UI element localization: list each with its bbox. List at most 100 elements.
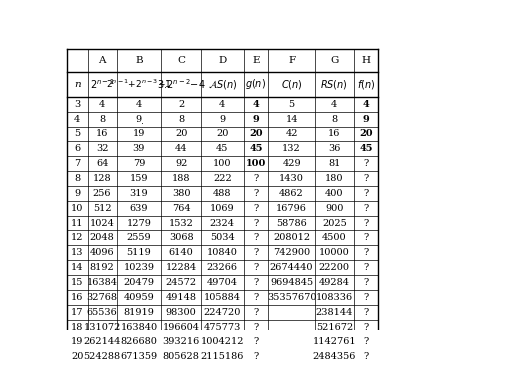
Text: 1532: 1532 [169,219,194,227]
Text: 23266: 23266 [207,263,238,272]
Text: 20: 20 [71,352,83,361]
Text: 45: 45 [359,144,373,153]
Text: 16384: 16384 [86,278,118,287]
Text: 180: 180 [325,174,343,183]
Text: 2: 2 [178,100,184,109]
Text: 1430: 1430 [279,174,304,183]
Text: ?: ? [363,248,368,257]
Text: 2048: 2048 [90,233,114,242]
Text: A: A [98,56,106,65]
Text: 4862: 4862 [279,189,304,198]
Text: 3: 3 [74,100,80,109]
Text: 4500: 4500 [322,233,346,242]
Text: 35357670: 35357670 [267,293,316,302]
Text: 14: 14 [71,263,84,272]
Text: ?: ? [363,204,368,213]
Text: 2674440: 2674440 [270,263,313,272]
Text: 20: 20 [216,129,228,138]
Text: 131072: 131072 [83,322,121,332]
Text: 15: 15 [71,278,83,287]
Text: 20: 20 [359,129,373,138]
Text: 4: 4 [331,100,337,109]
Text: 4: 4 [136,100,142,109]
Text: ?: ? [363,189,368,198]
Text: 380: 380 [172,189,191,198]
Text: 3068: 3068 [169,233,193,242]
Text: 4: 4 [252,100,259,109]
Text: 400: 400 [325,189,343,198]
Text: 9: 9 [219,115,225,124]
Text: 9: 9 [363,115,369,124]
Text: 10: 10 [71,204,83,213]
Text: 521672: 521672 [316,322,353,332]
Text: ?: ? [253,204,259,213]
Text: 4: 4 [219,100,225,109]
Text: 12: 12 [71,233,84,242]
Text: ?: ? [363,233,368,242]
Text: ?: ? [253,308,259,317]
Text: 1024: 1024 [89,219,114,227]
Text: $\mathcal{A}S(n)$: $\mathcal{A}S(n)$ [207,78,237,91]
Text: 45: 45 [216,144,228,153]
Text: 188: 188 [172,174,191,183]
Text: 49148: 49148 [166,293,197,302]
Text: 429: 429 [282,159,301,168]
Text: 742900: 742900 [273,248,310,257]
Text: 16: 16 [328,129,340,138]
Text: 1069: 1069 [210,204,235,213]
Text: 7: 7 [74,159,80,168]
Text: 2484356: 2484356 [313,352,356,361]
Text: 49704: 49704 [207,278,238,287]
Text: 4096: 4096 [90,248,114,257]
Text: 22200: 22200 [319,263,350,272]
Text: 4: 4 [99,100,105,109]
Text: 764: 764 [172,204,191,213]
Text: 45: 45 [249,144,263,153]
Text: 81: 81 [328,159,340,168]
Text: B: B [135,56,143,65]
Text: 128: 128 [93,174,111,183]
Text: C: C [177,56,185,65]
Text: 319: 319 [130,189,148,198]
Text: 9694845: 9694845 [270,278,313,287]
Text: 6140: 6140 [169,248,194,257]
Text: 8: 8 [99,115,105,124]
Text: 92: 92 [175,159,188,168]
Text: 512: 512 [93,204,111,213]
Text: 100: 100 [213,159,231,168]
Text: ?: ? [253,352,259,361]
Text: 14: 14 [285,115,298,124]
Text: 524288: 524288 [83,352,121,361]
Text: 12284: 12284 [166,263,197,272]
Text: 475773: 475773 [203,322,241,332]
Text: ?: ? [253,233,259,242]
Text: 805628: 805628 [162,352,199,361]
Text: 5119: 5119 [127,248,151,257]
Text: 20: 20 [249,129,263,138]
Text: $RS(n)$: $RS(n)$ [320,78,349,91]
Text: F: F [288,56,295,65]
Text: ?: ? [253,248,259,257]
Text: ?: ? [363,278,368,287]
Text: $3.2^{n-2}$$-4$: $3.2^{n-2}$$-4$ [157,77,205,91]
Text: 16: 16 [96,129,108,138]
Text: ?: ? [253,293,259,302]
Text: 24572: 24572 [166,278,197,287]
Text: 18: 18 [71,322,83,332]
Text: 238144: 238144 [316,308,353,317]
Text: 36: 36 [328,144,340,153]
Text: ?: ? [363,337,368,347]
Text: 32768: 32768 [86,293,118,302]
Text: 8192: 8192 [90,263,114,272]
Text: 10840: 10840 [207,248,238,257]
Text: 44: 44 [175,144,188,153]
Text: 105884: 105884 [204,293,241,302]
Text: $2^{n-1}$: $2^{n-1}$ [90,77,114,91]
Text: ?: ? [363,219,368,227]
Text: 65536: 65536 [87,308,118,317]
Text: 13: 13 [71,248,84,257]
Text: 81919: 81919 [124,308,154,317]
Text: ?: ? [363,174,368,183]
Text: 42: 42 [285,129,298,138]
Text: 5: 5 [289,100,295,109]
